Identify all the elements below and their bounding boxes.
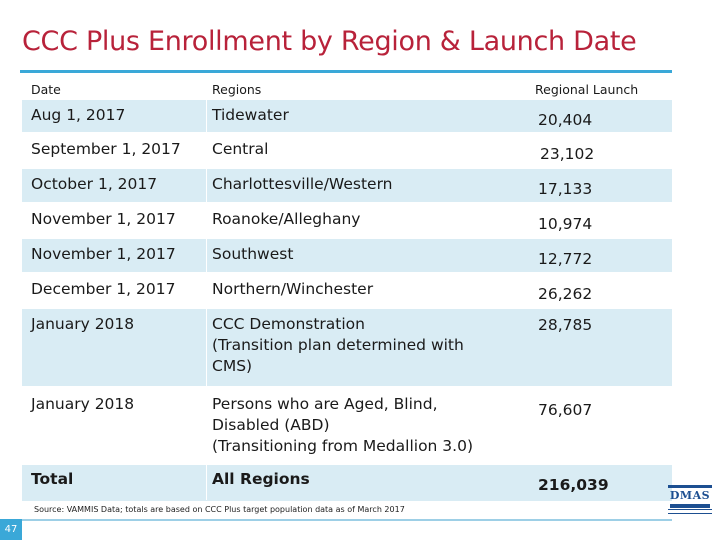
table-row: January 2018 CCC Demonstration (Transiti… (22, 309, 672, 388)
cell-region: Charlottesville/Western (212, 175, 393, 193)
table-row: Aug 1, 2017 Tidewater 20,404 (22, 100, 672, 134)
cell-date: October 1, 2017 (31, 175, 158, 193)
cell-region-line: CMS) (212, 357, 253, 375)
cell-region-line: Disabled (ABD) (212, 416, 330, 434)
enrollment-table: Date Regions Regional Launch Aug 1, 2017… (22, 74, 672, 503)
cell-region-line: (Transitioning from Medallion 3.0) (212, 437, 473, 455)
footer-rule (22, 519, 672, 521)
table-row: October 1, 2017 Charlottesville/Western … (22, 169, 672, 204)
cell-region: Northern/Winchester (212, 280, 374, 298)
column-divider (206, 100, 207, 500)
cell-region: Persons who are Aged, Blind, Disabled (A… (212, 394, 502, 457)
cell-region-line: CCC Demonstration (212, 315, 365, 333)
page-number: 47 (0, 519, 22, 540)
total-launch: 216,039 (538, 476, 609, 494)
cell-region: Central (212, 140, 269, 158)
cell-launch: 28,785 (538, 316, 593, 334)
table-row: November 1, 2017 Roanoke/Alleghany 10,97… (22, 204, 672, 239)
dmas-logo-icon: DMAS (668, 485, 712, 517)
slide-title: CCC Plus Enrollment by Region & Launch D… (22, 26, 637, 57)
cell-region-line: (Transition plan determined with (212, 336, 464, 354)
cell-region: Southwest (212, 245, 294, 263)
header-date: Date (31, 82, 61, 97)
cell-launch: 12,772 (538, 250, 593, 268)
cell-region: Roanoke/Alleghany (212, 210, 361, 228)
cell-launch: 10,974 (538, 215, 593, 233)
header-regional-launch: Regional Launch (535, 82, 639, 97)
cell-date: September 1, 2017 (31, 140, 181, 158)
cell-region: CCC Demonstration (Transition plan deter… (212, 314, 502, 377)
cell-launch: 20,404 (538, 111, 593, 129)
source-note: Source: VAMMIS Data; totals are based on… (34, 505, 405, 514)
cell-date: January 2018 (31, 315, 135, 333)
table-row: November 1, 2017 Southwest 12,772 (22, 239, 672, 274)
logo-text: DMAS (669, 489, 711, 502)
total-region: All Regions (212, 470, 310, 488)
table-total-row: Total All Regions 216,039 (22, 465, 672, 503)
cell-date: December 1, 2017 (31, 280, 176, 298)
cell-date: January 2018 (31, 395, 135, 413)
table-header-row: Date Regions Regional Launch (22, 74, 672, 100)
cell-date: November 1, 2017 (31, 210, 176, 228)
cell-region-line: Persons who are Aged, Blind, (212, 395, 438, 413)
total-label: Total (31, 470, 74, 488)
table-row: January 2018 Persons who are Aged, Blind… (22, 388, 672, 465)
header-regions: Regions (212, 82, 262, 97)
cell-launch: 17,133 (538, 180, 593, 198)
cell-date: November 1, 2017 (31, 245, 176, 263)
table-row: December 1, 2017 Northern/Winchester 26,… (22, 274, 672, 309)
cell-launch: 76,607 (538, 401, 593, 419)
cell-region: Tidewater (212, 106, 289, 124)
cell-launch: 26,262 (538, 285, 593, 303)
title-underline (20, 70, 672, 73)
table-row: September 1, 2017 Central 23,102 (22, 134, 672, 169)
cell-date: Aug 1, 2017 (31, 106, 126, 124)
cell-launch: 23,102 (540, 145, 595, 163)
